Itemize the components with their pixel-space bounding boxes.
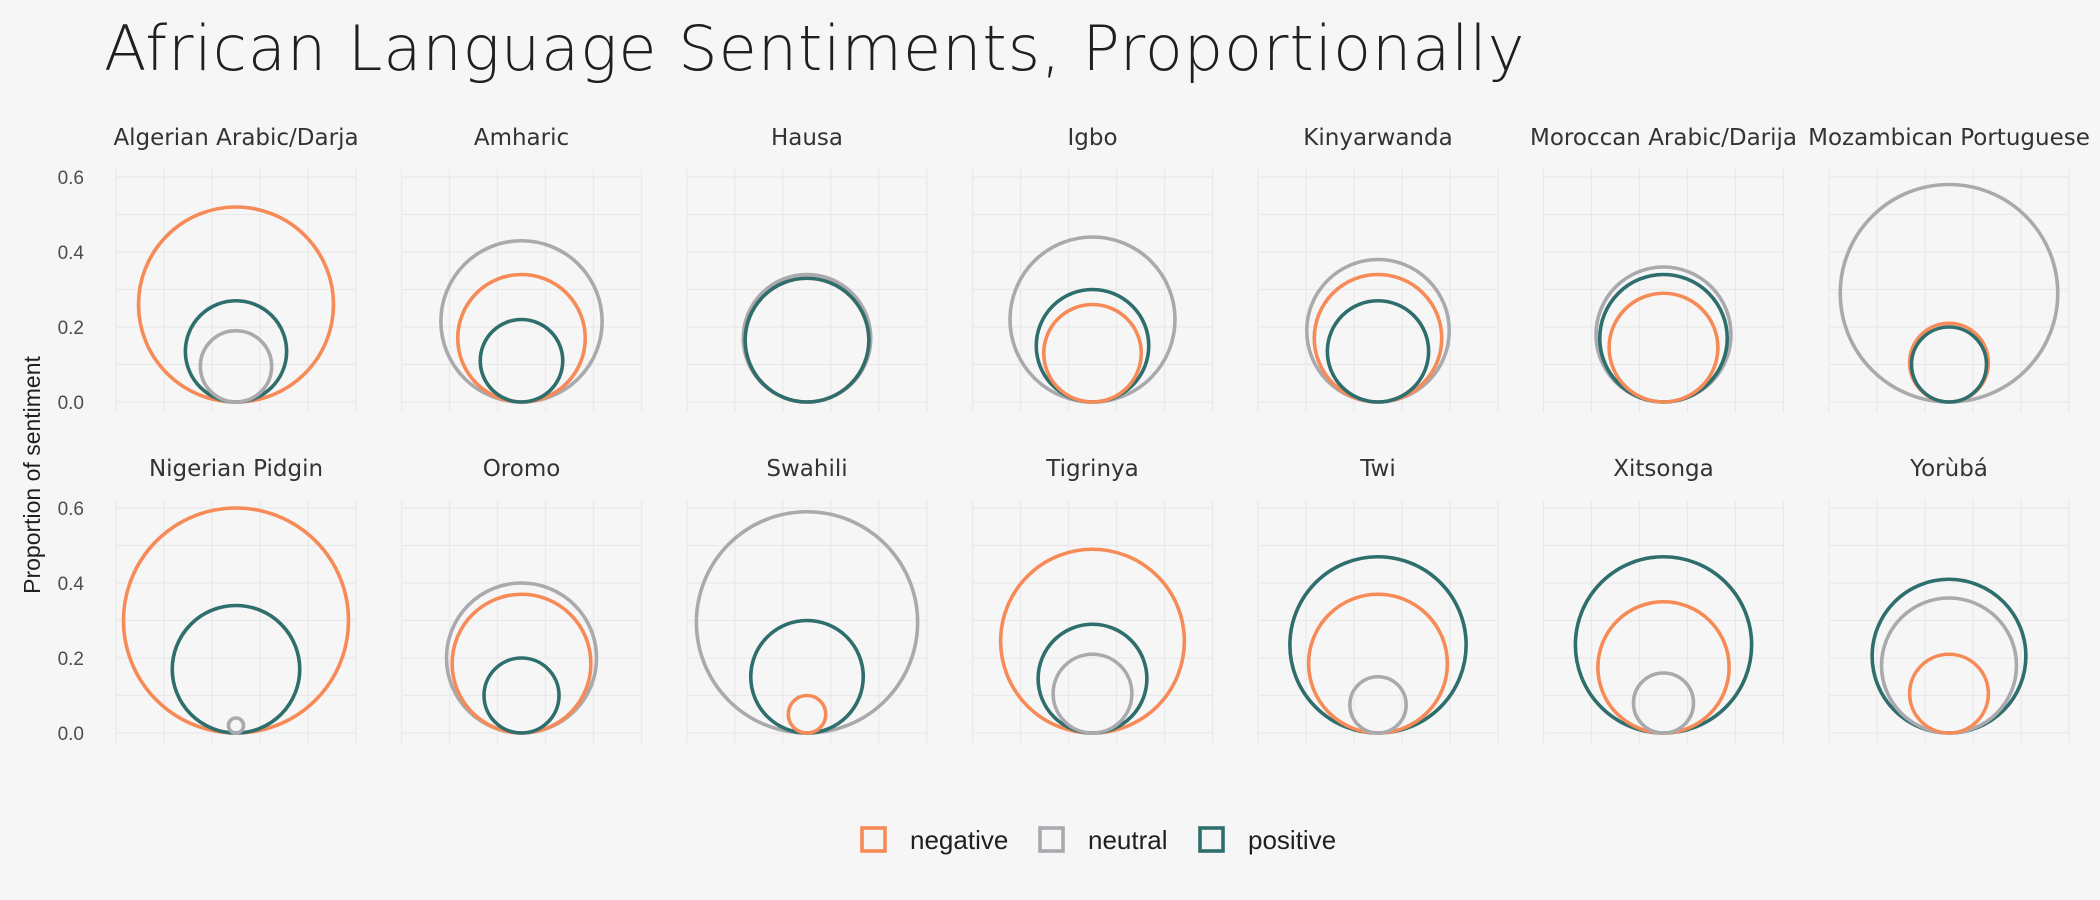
circle-negative: [455, 272, 588, 404]
facet-title: Tigrinya: [1045, 456, 1138, 482]
facet-title: Algerian Arabic/Darja: [113, 125, 358, 151]
circle-positive: [1325, 298, 1431, 404]
facet-title: Yorùbá: [1909, 456, 1988, 482]
facet-title: Igbo: [1067, 125, 1117, 151]
facet-title: Twi: [1359, 456, 1395, 482]
facet-title: Amharic: [474, 125, 569, 151]
facet-title: Nigerian Pidgin: [149, 456, 323, 482]
chart-title: African Language Sentiments, Proportiona…: [104, 12, 1525, 85]
legend-item-positive: positive: [1198, 825, 1336, 855]
legend-swatch: [1198, 826, 1225, 853]
circle-negative: [1607, 291, 1720, 404]
circle-positive: [1870, 577, 2028, 735]
legend-item-negative: negative: [860, 825, 1008, 855]
facet-tigrinya: Tigrinya: [971, 456, 1214, 743]
circle-negative: [1907, 652, 1991, 735]
circle-negative: [136, 205, 336, 404]
circle-positive: [170, 603, 302, 735]
facet-grid: [686, 169, 928, 412]
facet-grid: [400, 500, 643, 743]
facet-oromo: Oromo: [400, 456, 643, 743]
y-tick-label: 0.2: [58, 649, 84, 670]
facet-swahili: Swahili: [686, 456, 928, 743]
y-tick-label: 0.0: [58, 393, 84, 414]
circle-positive: [748, 618, 866, 735]
facet-grid: [1542, 500, 1785, 743]
facet-grid: [1257, 500, 1499, 743]
facet-amharic: Amharic: [400, 125, 643, 412]
legend: negative neutral positive: [860, 825, 1336, 855]
circle-positive: [478, 317, 565, 404]
facet-title: Hausa: [771, 125, 843, 151]
circle-negative: [998, 547, 1187, 735]
facet-title: Swahili: [766, 456, 847, 482]
legend-label: positive: [1248, 825, 1336, 855]
circle-positive: [1034, 287, 1151, 404]
legend-item-neutral: neutral: [1038, 825, 1168, 855]
facet-title: Xitsonga: [1613, 456, 1714, 482]
facet-nigerian-pidgin: Nigerian Pidgin: [115, 456, 357, 743]
y-tick-label: 0.4: [58, 243, 85, 264]
circle-neutral: [1008, 235, 1177, 404]
facet-grid: [1828, 169, 2070, 412]
y-axis-label: Proportion of sentiment: [19, 355, 45, 593]
facet-grid: [1542, 169, 1785, 412]
facet-igbo: Igbo: [971, 125, 1214, 412]
facet-grid: [971, 500, 1214, 743]
legend-label: negative: [910, 825, 1008, 855]
legend-swatch: [1038, 826, 1065, 853]
y-tick-label: 0.6: [58, 168, 84, 189]
facet-grid: [115, 500, 357, 743]
circle-negative: [1312, 272, 1444, 404]
facet-grid: [400, 169, 643, 412]
facet-title: Mozambican Portuguese: [1808, 125, 2090, 151]
circle-negative: [1041, 302, 1144, 404]
facet-algerian-arabic-darja: Algerian Arabic/Darja: [113, 125, 359, 412]
circle-negative: [450, 592, 593, 735]
circle-positive: [482, 656, 561, 735]
facet-kinyarwanda: Kinyarwanda: [1257, 125, 1499, 412]
facet-twi: Twi: [1257, 456, 1499, 743]
circle-neutral: [1631, 671, 1696, 735]
circle-neutral: [198, 328, 274, 404]
facet-title: Kinyarwanda: [1303, 125, 1452, 151]
facet-panels: Algerian Arabic/Darja 0.0 0.2 0.4 0.6 Amharic…: [58, 125, 2090, 745]
circle-positive: [183, 298, 289, 404]
circle-neutral: [1879, 596, 2019, 735]
y-tick-label: 0.6: [58, 499, 84, 520]
legend-label: neutral: [1088, 825, 1168, 855]
circle-neutral: [1838, 182, 2060, 404]
circle-negative: [1596, 599, 1731, 735]
circle-neutral: [1051, 652, 1134, 735]
circle-positive: [743, 276, 871, 404]
facet-xitsonga: Xitsonga: [1542, 456, 1785, 743]
facet-mozambican-portuguese: Mozambican Portuguese: [1808, 125, 2090, 412]
y-tick-label: 0.0: [58, 724, 84, 745]
y-tick-label: 0.2: [58, 318, 84, 339]
facet-moroccan-arabic-darija: Moroccan Arabic/Darija: [1530, 125, 1797, 412]
y-tick-label: 0.4: [58, 574, 85, 595]
circle-neutral: [439, 238, 604, 404]
facet-yor-b-: Yorùbá: [1828, 456, 2070, 743]
facet-title: Oromo: [483, 456, 561, 482]
facet-title: Moroccan Arabic/Darija: [1530, 125, 1797, 151]
legend-swatch: [860, 826, 887, 853]
circle-negative: [786, 693, 828, 735]
facet-grid: [1257, 169, 1499, 412]
facet-grid: [1828, 500, 2070, 743]
circle-negative: [1306, 592, 1450, 735]
circle-positive: [1909, 325, 1989, 404]
circle-neutral: [226, 716, 246, 735]
facet-hausa: Hausa: [686, 125, 928, 412]
circle-neutral: [1348, 674, 1408, 735]
